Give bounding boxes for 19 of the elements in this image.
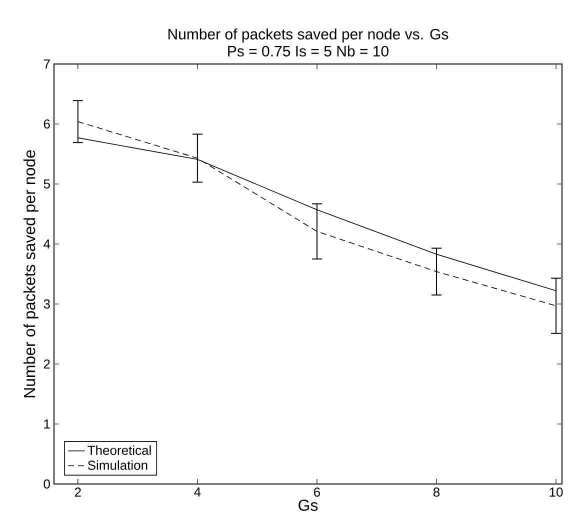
x-tick-label: 8 [433, 488, 440, 497]
y-tick-label: 4 [44, 240, 50, 248]
chart-subtitle: Ps = 0.75 Is = 5 Nb = 10 [228, 45, 388, 56]
legend-label: Theoretical [88, 445, 151, 455]
y-axis-title: Number of packets saved per node [23, 150, 38, 398]
y-tick-label: 7 [44, 60, 50, 68]
y-tick-label: 1 [44, 420, 50, 428]
y-tick-label: 3 [44, 299, 50, 309]
x-tick-label: 6 [314, 488, 320, 497]
y-tick-label: 0 [44, 479, 50, 489]
x-axis-title: Gs [298, 500, 318, 511]
x-tick-label: 2 [74, 488, 81, 497]
y-tick-label: 6 [44, 119, 50, 129]
y-tick-label: 2 [44, 359, 50, 369]
legend-label: Simulation [88, 460, 148, 470]
x-tick-label: 4 [194, 488, 201, 496]
chart-title: Number of packets saved per node vs. Gs [168, 28, 448, 42]
y-tick-label: 5 [44, 179, 50, 189]
x-tick-label: 10 [550, 488, 563, 497]
